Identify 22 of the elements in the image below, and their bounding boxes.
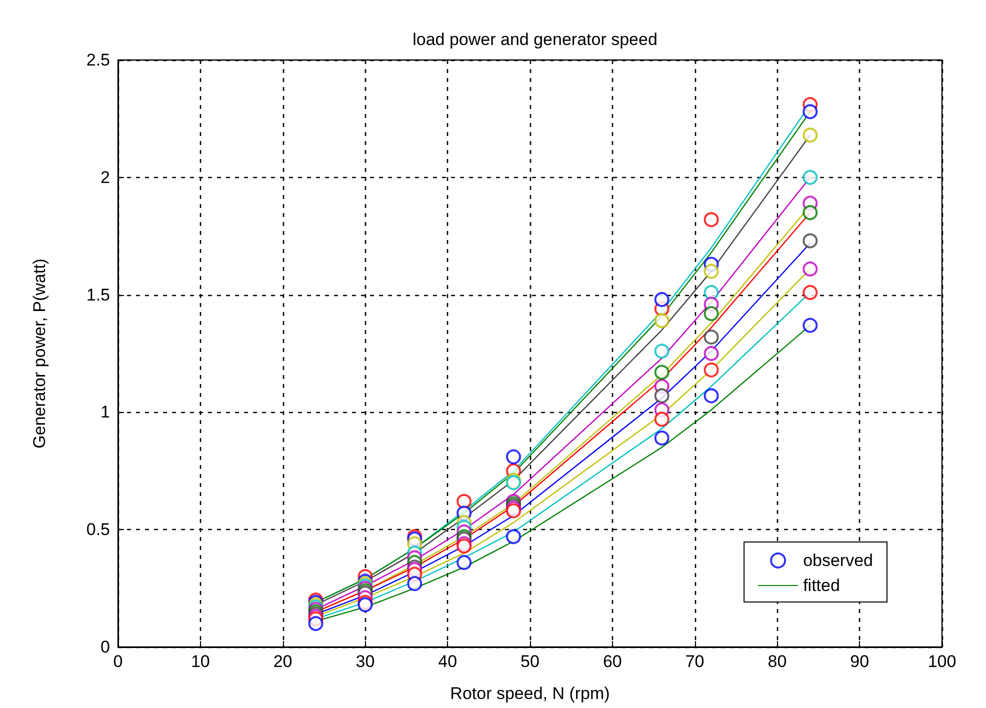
x-tick-label: 20 bbox=[273, 652, 292, 671]
legend-label: observed bbox=[803, 551, 874, 570]
x-tick-label: 60 bbox=[602, 652, 622, 671]
x-tick-label: 90 bbox=[850, 652, 870, 671]
y-tick-label: 0 bbox=[100, 638, 110, 656]
legend-label: fitted bbox=[803, 576, 840, 595]
x-tick-label: 10 bbox=[190, 652, 210, 671]
y-tick-label: 1.5 bbox=[86, 285, 110, 304]
x-tick-label: 100 bbox=[928, 652, 956, 671]
y-tick-label: 1 bbox=[100, 402, 110, 422]
y-tick-label: 0.5 bbox=[86, 520, 110, 540]
y-tick-label: 2.5 bbox=[86, 50, 110, 70]
x-tick-label: 50 bbox=[520, 652, 540, 671]
x-tick-label: 70 bbox=[685, 652, 704, 671]
x-axis-title: Rotor speed, N (rpm) bbox=[450, 684, 610, 703]
x-tick-label: 30 bbox=[356, 652, 375, 671]
x-tick-label: 40 bbox=[438, 652, 458, 671]
chart-title: load power and generator speed bbox=[412, 30, 658, 49]
x-tick-label: 0 bbox=[113, 652, 123, 671]
y-axis-title: Generator power, P(watt) bbox=[30, 258, 49, 448]
y-tick-label: 2 bbox=[100, 168, 110, 187]
x-tick-label: 80 bbox=[768, 652, 787, 671]
